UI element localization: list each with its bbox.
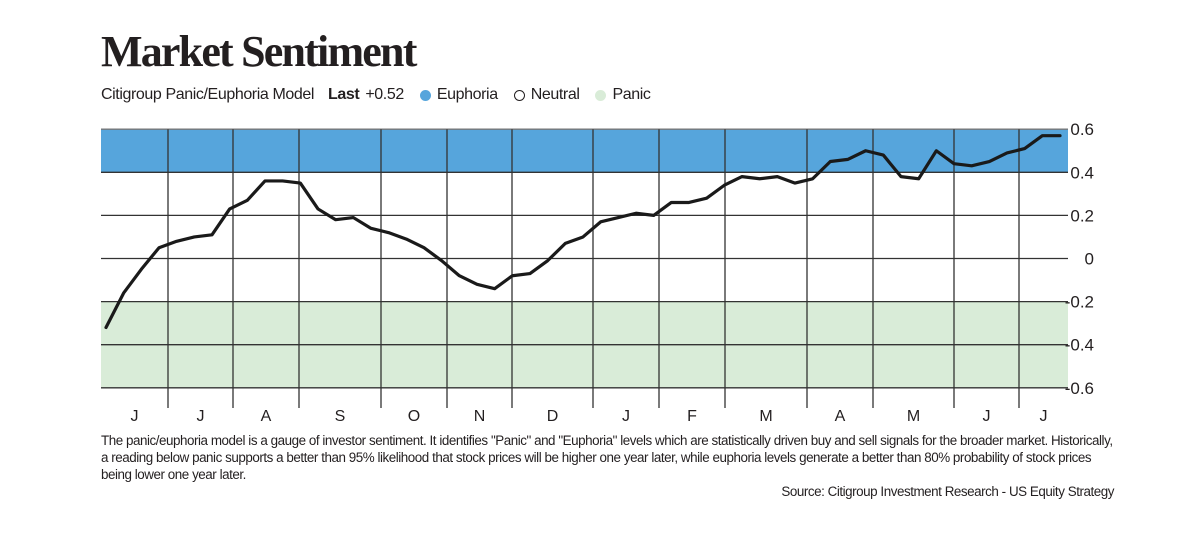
- x-tick-label: N: [474, 408, 486, 425]
- y-tick-label: 0: [1085, 250, 1094, 269]
- legend-label: Neutral: [530, 86, 580, 103]
- legend-panic: Panic: [595, 86, 651, 104]
- x-tick-label: O: [408, 408, 420, 425]
- x-tick-label: F: [687, 408, 697, 425]
- y-tick-label: 0.6: [1070, 120, 1094, 139]
- x-tick-label: A: [835, 408, 846, 425]
- neutral-circle-icon: [513, 89, 525, 101]
- last-label: Last: [328, 86, 360, 103]
- chart-note: The panic/euphoria model is a gauge of i…: [101, 433, 1113, 482]
- sentiment-line: [104, 134, 1062, 330]
- x-tick-label: M: [759, 408, 772, 425]
- x-tick-label: J: [197, 408, 205, 425]
- legend-euphoria: Euphoria: [419, 86, 498, 104]
- y-tick-label: 0.4: [1070, 163, 1094, 182]
- chart-title: Market Sentiment: [101, 27, 417, 76]
- legend-neutral: Neutral: [513, 86, 580, 104]
- legend-label: Euphoria: [436, 86, 498, 103]
- chart-subtitle: Citigroup Panic/Euphoria Model: [101, 86, 315, 103]
- legend-label: Panic: [612, 86, 651, 103]
- x-tick-label: J: [622, 408, 630, 425]
- y-tick-label: -0.2: [1065, 293, 1094, 312]
- last-value: +0.52: [365, 86, 404, 103]
- x-tick-label: A: [261, 408, 272, 425]
- x-tick-label: D: [547, 408, 559, 425]
- chart-source: Source: Citigroup Investment Research - …: [781, 484, 1114, 499]
- panic-dot-icon: [595, 89, 607, 101]
- y-tick-label: 0.2: [1070, 206, 1094, 225]
- x-tick-label: J: [983, 408, 991, 425]
- x-tick-label: S: [335, 408, 346, 425]
- y-tick-label: -0.6: [1065, 379, 1094, 398]
- x-tick-label: J: [1040, 408, 1048, 425]
- band-euphoria: [101, 129, 1068, 173]
- legend: Citigroup Panic/Euphoria Model Last +0.5…: [101, 86, 651, 104]
- x-tick-label: M: [907, 408, 920, 425]
- y-tick-label: -0.4: [1065, 336, 1094, 355]
- x-tick-label: J: [131, 408, 139, 425]
- euphoria-dot-icon: [419, 89, 431, 101]
